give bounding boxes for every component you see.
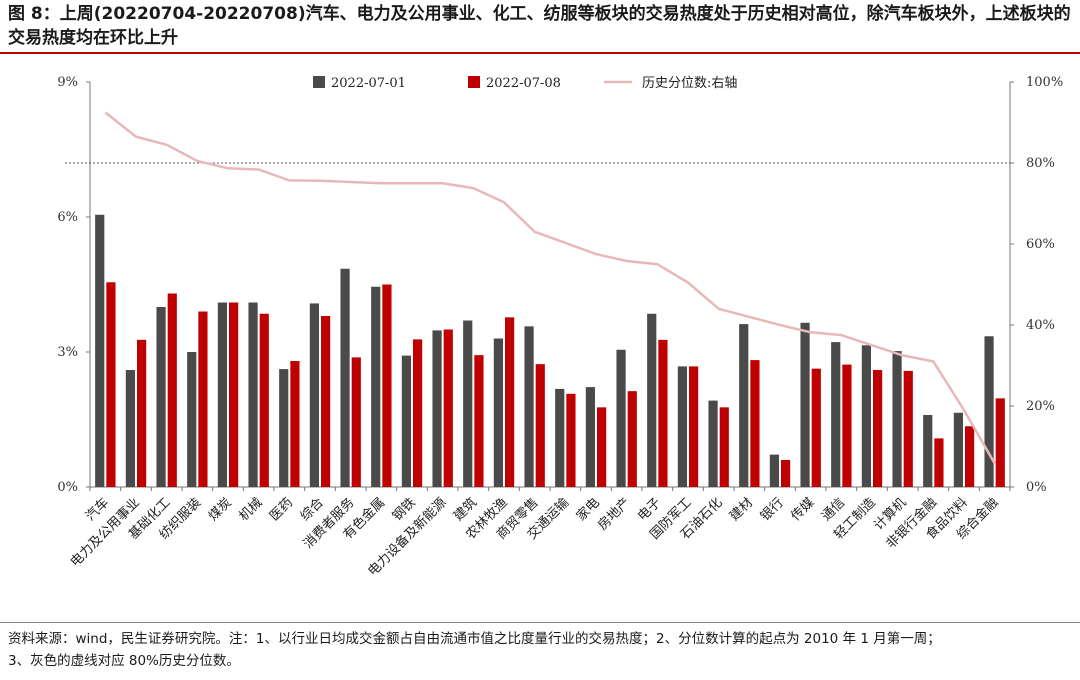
bar-2022-07-01 <box>187 352 197 487</box>
bar-2022-07-01 <box>463 320 473 487</box>
chart-bars <box>95 214 1005 487</box>
bar-2022-07-01 <box>248 302 258 487</box>
chart-title: 图 8：上周(20220704-20220708)汽车、电力及公用事业、化工、纺… <box>8 4 1071 48</box>
y-left-tick-label: 9% <box>57 75 78 90</box>
legend-swatch-2022-07-08 <box>468 76 480 88</box>
bar-2022-07-08 <box>290 361 300 487</box>
category-label: 机械 <box>236 495 265 524</box>
y-right-tick-label: 20% <box>1026 399 1055 414</box>
bar-2022-07-01 <box>340 268 350 487</box>
y-right-tick-label: 40% <box>1026 318 1055 333</box>
bar-2022-07-08 <box>781 460 791 487</box>
bar-2022-07-01 <box>493 338 503 487</box>
bar-2022-07-08 <box>443 329 453 487</box>
bar-2022-07-08 <box>965 426 975 487</box>
y-left-tick-label: 3% <box>57 345 78 360</box>
y-right-tick-label: 80% <box>1026 156 1055 171</box>
legend-label-2022-07-01: 2022-07-01 <box>331 76 406 91</box>
bar-2022-07-08 <box>167 293 177 487</box>
bar-2022-07-08 <box>259 313 269 487</box>
bar-2022-07-01 <box>585 387 595 487</box>
bar-2022-07-01 <box>555 388 565 487</box>
bar-2022-07-08 <box>505 317 515 487</box>
chart-percentile-line <box>104 111 996 465</box>
bar-2022-07-01 <box>524 326 534 487</box>
bar-2022-07-08 <box>597 407 607 487</box>
bar-2022-07-08 <box>873 370 883 487</box>
percentile-line <box>104 111 996 465</box>
bar-2022-07-01 <box>125 370 135 487</box>
source-note-line-1: 资料来源：wind，民生证券研究院。注：1、以行业日均成交金额占自由流通市值之比… <box>8 631 941 647</box>
bar-2022-07-08 <box>903 370 913 487</box>
bar-2022-07-01 <box>217 302 227 487</box>
bar-2022-07-01 <box>861 345 871 487</box>
bar-2022-07-08 <box>689 366 699 487</box>
bar-2022-07-08 <box>321 316 331 487</box>
bar-2022-07-08 <box>566 393 576 487</box>
bar-2022-07-01 <box>953 412 963 487</box>
chart-legend: 2022-07-01 2022-07-08 历史分位数:右轴 <box>313 76 737 91</box>
bar-2022-07-01 <box>800 322 810 487</box>
bar-2022-07-08 <box>137 339 147 487</box>
bar-2022-07-01 <box>769 454 779 487</box>
bar-2022-07-01 <box>923 415 933 487</box>
bar-2022-07-01 <box>309 303 319 487</box>
bar-2022-07-08 <box>750 360 760 487</box>
y-right-tick-label: 100% <box>1026 75 1063 90</box>
bar-2022-07-08 <box>382 284 392 487</box>
category-label: 医药 <box>267 495 296 524</box>
bar-2022-07-08 <box>842 364 852 487</box>
bar-2022-07-01 <box>708 400 718 487</box>
bar-2022-07-01 <box>647 313 657 487</box>
bar-2022-07-08 <box>413 339 423 487</box>
y-left-tick-label: 0% <box>57 480 78 495</box>
bar-2022-07-01 <box>401 355 411 487</box>
bar-2022-07-01 <box>984 336 994 487</box>
bar-2022-07-01 <box>95 214 105 487</box>
y-left-tick-label: 6% <box>57 210 78 225</box>
bar-2022-07-08 <box>934 438 944 487</box>
bar-2022-07-08 <box>658 339 668 487</box>
category-label: 房地产 <box>595 495 634 534</box>
bar-2022-07-08 <box>719 407 729 487</box>
bar-2022-07-01 <box>892 351 902 487</box>
bar-2022-07-08 <box>811 368 821 487</box>
bar-2022-07-01 <box>616 349 626 487</box>
bar-2022-07-01 <box>156 307 166 487</box>
category-label: 煤炭 <box>206 495 235 524</box>
y-right-tick-label: 60% <box>1026 237 1055 252</box>
bar-2022-07-08 <box>627 391 637 487</box>
bar-2022-07-01 <box>739 324 749 487</box>
source-note: 资料来源：wind，民生证券研究院。注：1、以行业日均成交金额占自由流通市值之比… <box>8 628 1074 672</box>
bar-2022-07-08 <box>229 302 239 487</box>
bar-2022-07-01 <box>677 366 687 487</box>
legend-label-percentile: 历史分位数:右轴 <box>642 76 737 91</box>
bar-2022-07-01 <box>432 330 442 487</box>
chart: 0% 3% 6% 9% 0% 20% 40% 60% 80% 100% 汽车电力及公用事业基础化工… <box>57 75 1063 580</box>
y-right-tick-label: 0% <box>1026 480 1047 495</box>
bar-2022-07-08 <box>995 398 1005 487</box>
category-label: 传媒 <box>788 495 817 524</box>
bar-2022-07-08 <box>535 364 545 487</box>
bar-2022-07-08 <box>106 282 116 487</box>
bar-2022-07-01 <box>279 369 289 487</box>
bar-2022-07-08 <box>198 311 208 487</box>
bar-2022-07-01 <box>831 342 841 487</box>
title-divider <box>0 52 1080 54</box>
bar-2022-07-08 <box>351 357 361 487</box>
chart-axes: 0% 3% 6% 9% 0% 20% 40% 60% 80% 100% <box>57 75 1063 495</box>
category-label: 建材 <box>727 495 756 524</box>
category-label: 银行 <box>758 495 787 524</box>
bar-2022-07-08 <box>474 355 484 487</box>
bar-2022-07-01 <box>371 286 381 487</box>
legend-label-2022-07-08: 2022-07-08 <box>486 76 561 91</box>
source-note-line-2: 3、灰色的虚线对应 80%历史分位数。 <box>8 653 240 669</box>
legend-swatch-2022-07-01 <box>313 76 325 88</box>
footer-divider <box>0 622 1080 623</box>
